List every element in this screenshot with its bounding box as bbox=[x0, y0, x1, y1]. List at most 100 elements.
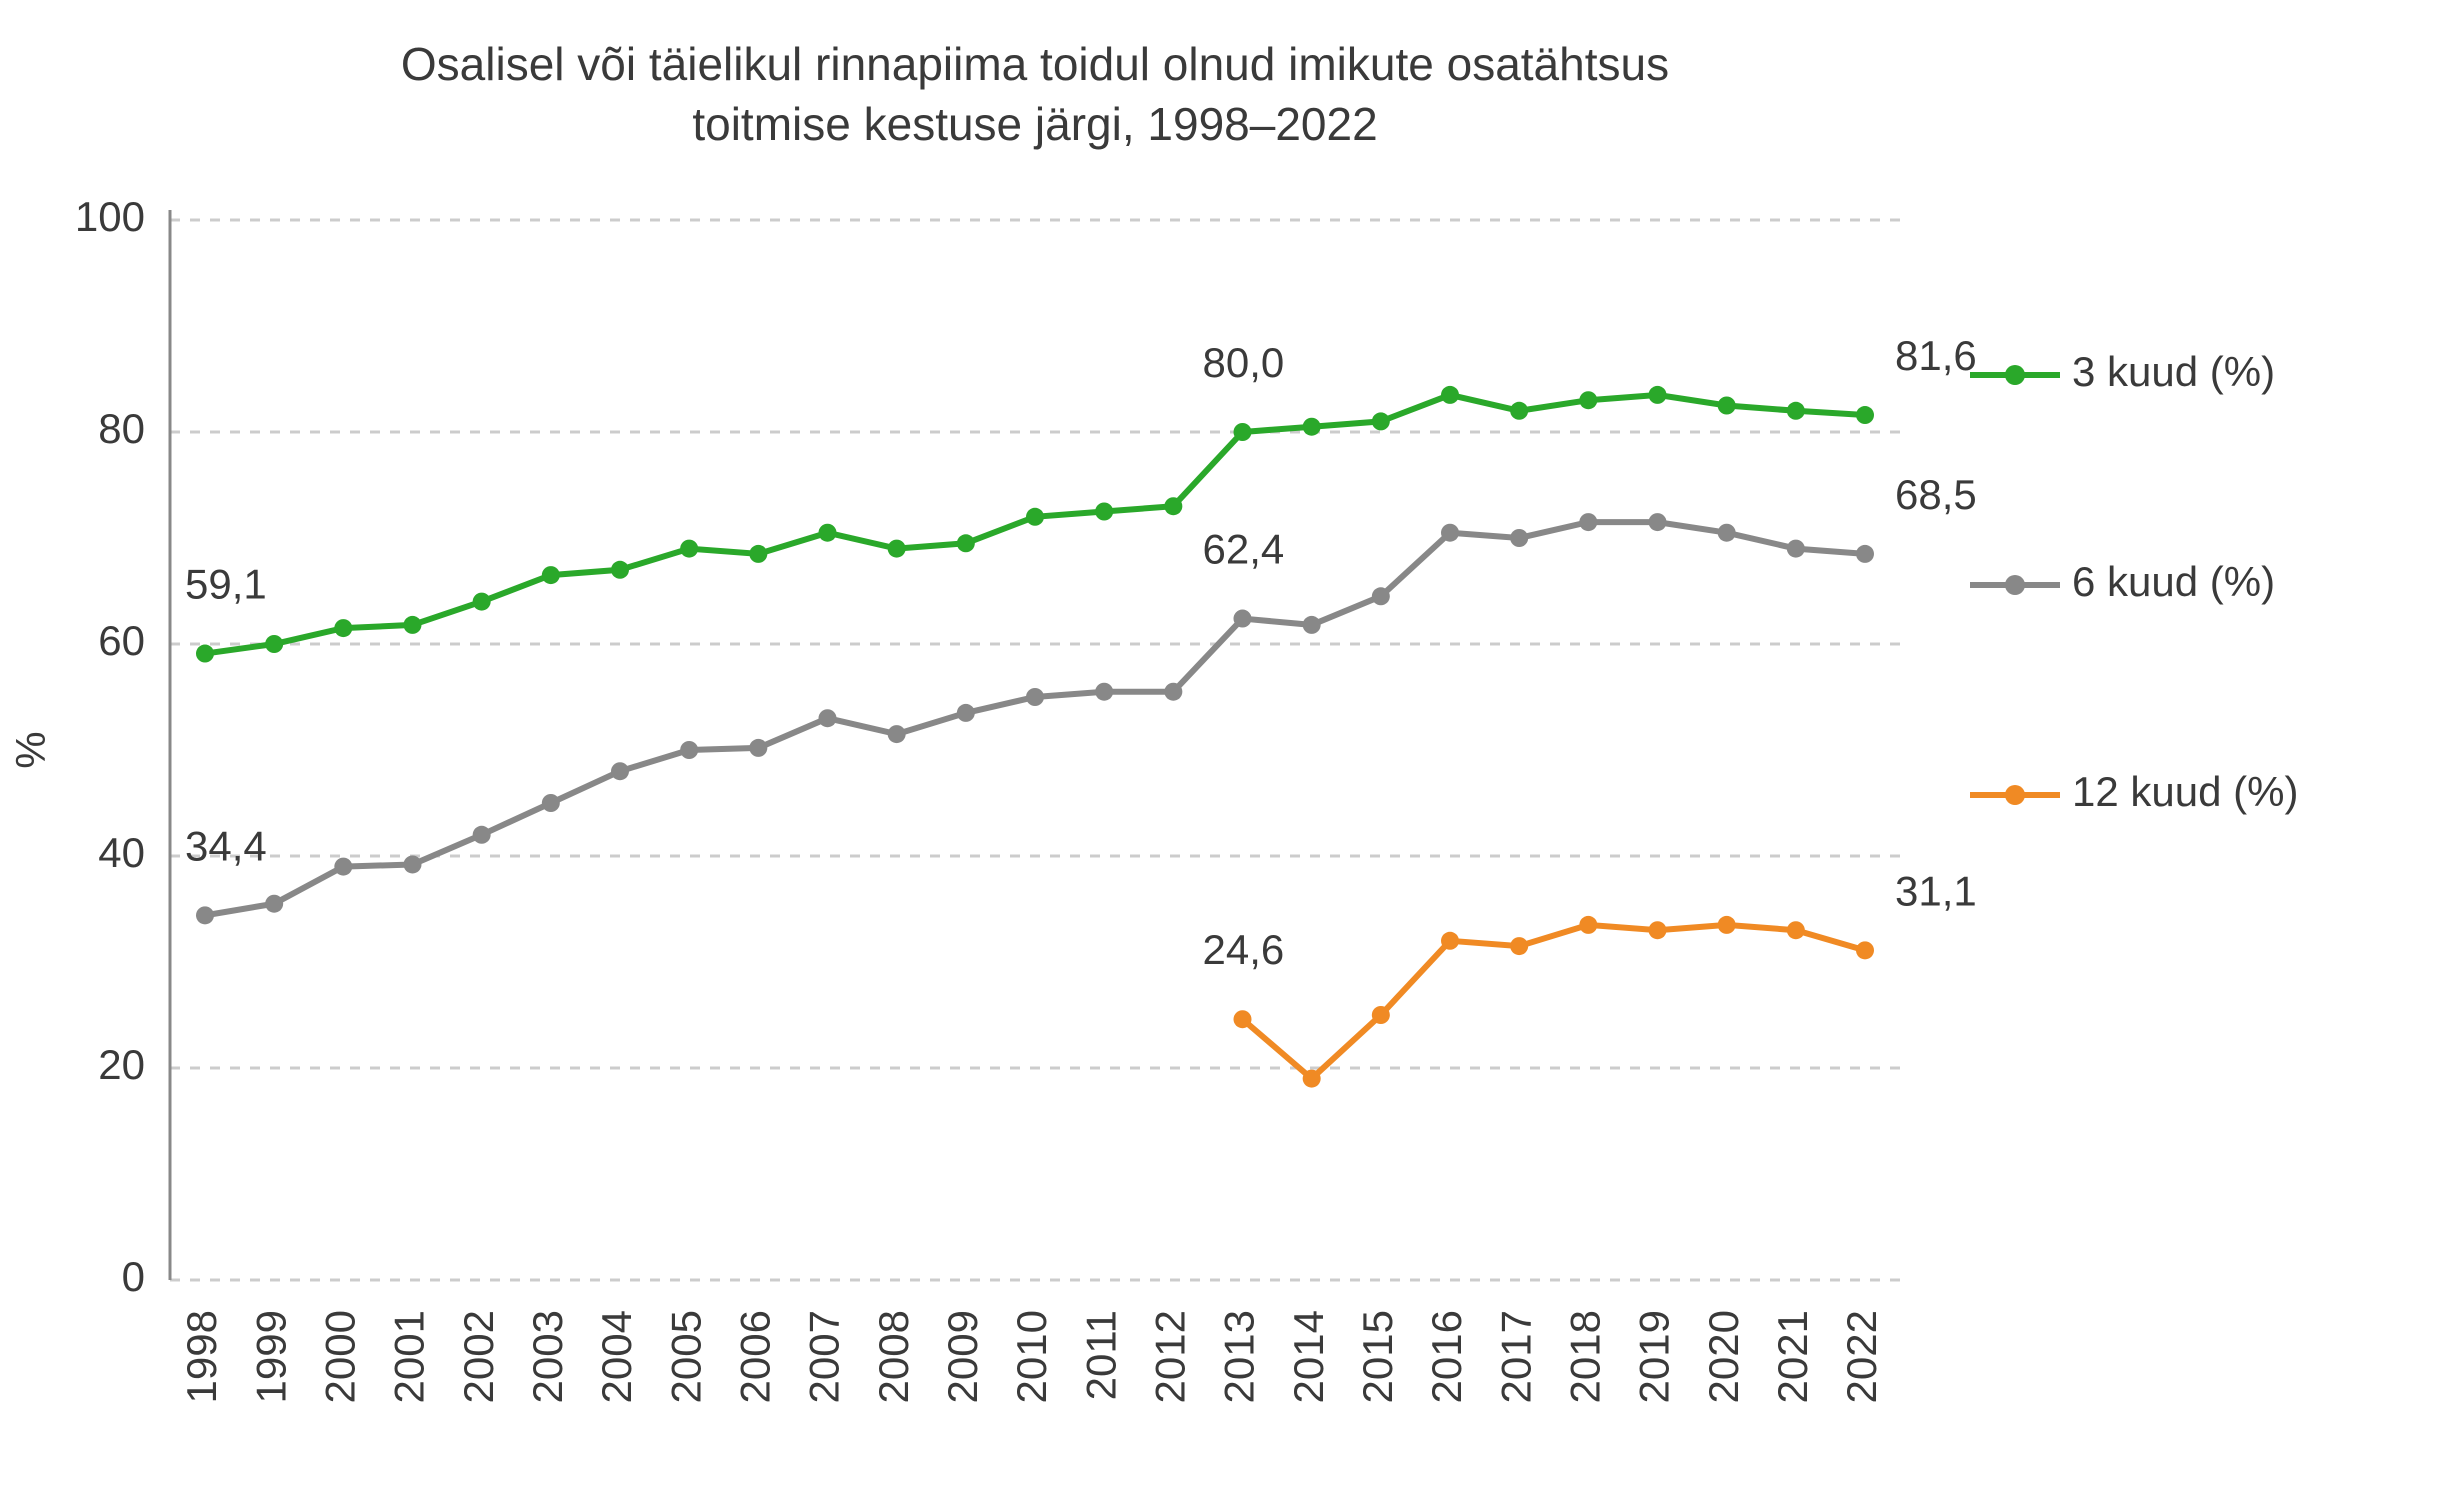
series-marker-s3 bbox=[1164, 497, 1182, 515]
x-tick-label: 2014 bbox=[1285, 1310, 1332, 1403]
x-tick-label: 2007 bbox=[801, 1310, 848, 1403]
x-tick-label: 2022 bbox=[1838, 1310, 1885, 1403]
x-tick-label: 2000 bbox=[316, 1310, 363, 1403]
series-marker-s6 bbox=[1026, 688, 1044, 706]
series-marker-s3 bbox=[1234, 423, 1252, 441]
y-tick-label: 100 bbox=[75, 193, 145, 240]
series-marker-s6 bbox=[1164, 683, 1182, 701]
series-marker-s3 bbox=[1718, 397, 1736, 415]
series-marker-s12 bbox=[1303, 1070, 1321, 1088]
x-tick-label: 2003 bbox=[524, 1310, 571, 1403]
series-marker-s3 bbox=[404, 616, 422, 634]
series-marker-s12 bbox=[1649, 921, 1667, 939]
x-tick-label: 2012 bbox=[1146, 1310, 1193, 1403]
series-marker-s3 bbox=[680, 540, 698, 558]
legend-marker-s12 bbox=[2005, 785, 2025, 805]
series-marker-s3 bbox=[334, 619, 352, 637]
x-tick-label: 2021 bbox=[1769, 1310, 1816, 1403]
series-marker-s3 bbox=[1441, 386, 1459, 404]
series-marker-s3 bbox=[1372, 412, 1390, 430]
point-label-s3: 80,0 bbox=[1203, 339, 1285, 386]
y-axis-title: % bbox=[7, 731, 54, 768]
x-tick-label: 2015 bbox=[1354, 1310, 1401, 1403]
series-marker-s6 bbox=[1234, 610, 1252, 628]
series-marker-s6 bbox=[680, 741, 698, 759]
series-marker-s6 bbox=[473, 826, 491, 844]
y-tick-label: 0 bbox=[122, 1253, 145, 1300]
series-marker-s3 bbox=[1026, 508, 1044, 526]
chart-container: Osalisel või täielikul rinnapiima toidul… bbox=[0, 0, 2458, 1496]
series-marker-s6 bbox=[1303, 616, 1321, 634]
x-tick-label: 2018 bbox=[1561, 1310, 1608, 1403]
y-tick-label: 20 bbox=[98, 1041, 145, 1088]
line-chart: Osalisel või täielikul rinnapiima toidul… bbox=[0, 0, 2458, 1496]
x-tick-label: 2013 bbox=[1216, 1310, 1263, 1403]
x-tick-label: 2011 bbox=[1077, 1310, 1124, 1400]
point-label-s3: 59,1 bbox=[185, 561, 267, 608]
x-tick-label: 2002 bbox=[455, 1310, 502, 1403]
series-marker-s6 bbox=[749, 739, 767, 757]
series-marker-s6 bbox=[334, 858, 352, 876]
series-marker-s3 bbox=[888, 540, 906, 558]
series-marker-s3 bbox=[1303, 418, 1321, 436]
series-marker-s6 bbox=[1718, 524, 1736, 542]
chart-title-line1: Osalisel või täielikul rinnapiima toidul… bbox=[401, 38, 1669, 90]
series-marker-s3 bbox=[957, 534, 975, 552]
series-marker-s3 bbox=[749, 545, 767, 563]
series-marker-s12 bbox=[1372, 1006, 1390, 1024]
point-label-s3: 81,6 bbox=[1895, 332, 1977, 379]
series-marker-s12 bbox=[1856, 941, 1874, 959]
x-tick-label: 2001 bbox=[386, 1310, 433, 1403]
series-marker-s6 bbox=[1856, 545, 1874, 563]
series-marker-s6 bbox=[1372, 587, 1390, 605]
point-label-s12: 31,1 bbox=[1895, 867, 1977, 914]
point-label-s12: 24,6 bbox=[1203, 926, 1285, 973]
series-marker-s6 bbox=[1095, 683, 1113, 701]
point-label-s6: 62,4 bbox=[1203, 526, 1285, 573]
series-marker-s12 bbox=[1718, 916, 1736, 934]
x-tick-label: 1999 bbox=[247, 1310, 294, 1403]
series-marker-s6 bbox=[888, 725, 906, 743]
series-marker-s6 bbox=[1510, 529, 1528, 547]
series-marker-s6 bbox=[404, 855, 422, 873]
series-marker-s3 bbox=[1856, 406, 1874, 424]
x-tick-label: 2010 bbox=[1008, 1310, 1055, 1403]
series-marker-s3 bbox=[1649, 386, 1667, 404]
series-marker-s3 bbox=[1579, 391, 1597, 409]
series-marker-s6 bbox=[1787, 540, 1805, 558]
legend-label-s3: 3 kuud (%) bbox=[2072, 348, 2275, 395]
series-marker-s12 bbox=[1787, 921, 1805, 939]
series-marker-s6 bbox=[1579, 513, 1597, 531]
series-marker-s6 bbox=[1441, 524, 1459, 542]
x-tick-label: 2004 bbox=[593, 1310, 640, 1403]
series-marker-s3 bbox=[1787, 402, 1805, 420]
series-marker-s6 bbox=[957, 704, 975, 722]
x-tick-label: 2016 bbox=[1423, 1310, 1470, 1403]
x-tick-label: 2005 bbox=[662, 1310, 709, 1403]
y-tick-label: 80 bbox=[98, 405, 145, 452]
x-tick-label: 1998 bbox=[178, 1310, 225, 1403]
x-tick-label: 2008 bbox=[870, 1310, 917, 1403]
y-tick-label: 40 bbox=[98, 829, 145, 876]
series-marker-s3 bbox=[1095, 503, 1113, 521]
series-marker-s3 bbox=[542, 566, 560, 584]
series-marker-s6 bbox=[542, 794, 560, 812]
legend-label-s6: 6 kuud (%) bbox=[2072, 558, 2275, 605]
series-marker-s12 bbox=[1579, 916, 1597, 934]
x-tick-label: 2019 bbox=[1631, 1310, 1678, 1403]
chart-title-line2: toitmise kestuse järgi, 1998–2022 bbox=[692, 98, 1377, 150]
series-marker-s3 bbox=[1510, 402, 1528, 420]
legend-label-s12: 12 kuud (%) bbox=[2072, 768, 2298, 815]
x-tick-label: 2020 bbox=[1700, 1310, 1747, 1403]
series-marker-s6 bbox=[196, 906, 214, 924]
legend-marker-s6 bbox=[2005, 575, 2025, 595]
y-tick-label: 60 bbox=[98, 617, 145, 664]
series-line-s12 bbox=[1243, 925, 1866, 1079]
series-marker-s12 bbox=[1510, 937, 1528, 955]
series-marker-s3 bbox=[265, 635, 283, 653]
series-marker-s6 bbox=[611, 762, 629, 780]
legend-marker-s3 bbox=[2005, 365, 2025, 385]
x-tick-label: 2009 bbox=[939, 1310, 986, 1403]
point-label-s6: 68,5 bbox=[1895, 471, 1977, 518]
series-marker-s12 bbox=[1234, 1010, 1252, 1028]
